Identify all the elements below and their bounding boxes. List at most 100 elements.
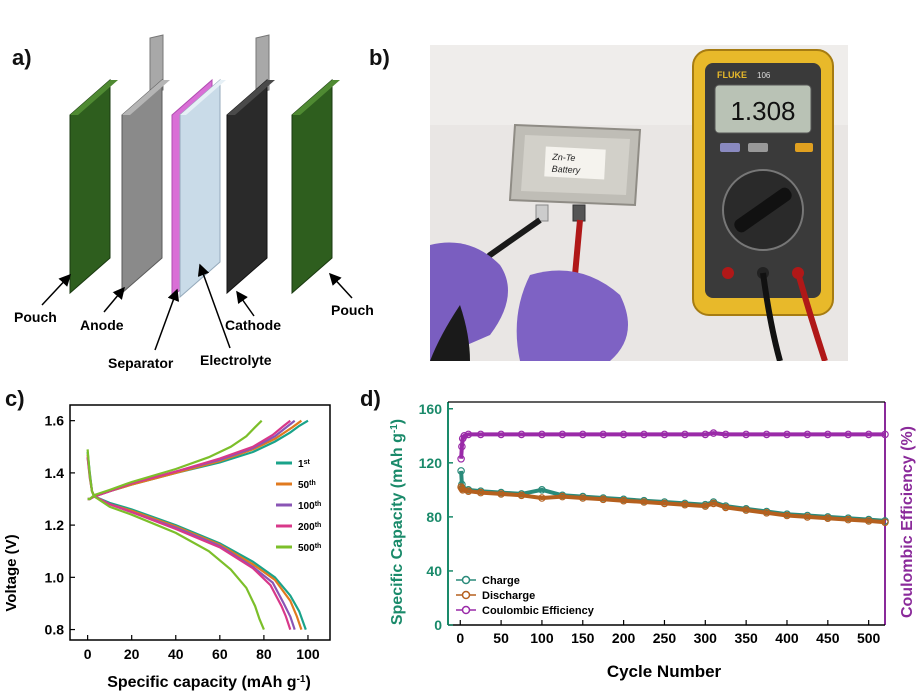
chart-d-point	[742, 506, 750, 514]
chart-d-point	[579, 494, 587, 502]
panel-label-b: b)	[369, 45, 390, 70]
chart-c-legend-label: 50th	[298, 480, 316, 492]
chart-d-y-tick-label: 40	[426, 563, 442, 579]
chart-c-y-axis-title: Voltage (V)	[3, 534, 20, 611]
chart-d-point	[538, 430, 546, 439]
chart-d-point	[640, 430, 648, 439]
chart-d-point	[558, 492, 567, 501]
chart-d-x-axis-title: Cycle Number	[607, 662, 722, 681]
chart-d-point	[701, 430, 710, 439]
chart-d-legend-marker	[461, 605, 471, 615]
chart-d-point	[823, 514, 832, 523]
chart-d-y-tick-label: 80	[426, 509, 442, 525]
chart-c-line-500-discharge	[86, 449, 265, 631]
pouch-left-layer	[69, 78, 118, 295]
chart-d-point	[464, 430, 473, 439]
chart-d-y-tick-label: 120	[419, 455, 443, 471]
chart-c-x-axis-title: Specific capacity (mAh g-1)	[107, 674, 311, 692]
chart-d-point	[823, 430, 832, 439]
battery-label-line2: Battery	[551, 164, 580, 176]
chart-c-line-1-discharge	[86, 451, 307, 630]
chart-d-right-axis-title: Coulombic Efficiency (%)	[899, 426, 916, 618]
chart-d-point	[538, 494, 546, 502]
chart-d-x-tick-label: 100	[530, 630, 554, 646]
chart-d-x-tick-label: 500	[857, 630, 881, 646]
chart-d-point	[579, 430, 587, 439]
chart-c-x-tick-label: 0	[84, 646, 92, 662]
label-pouch-left: Pouch	[14, 309, 57, 325]
chart-d-point	[783, 430, 791, 439]
arrow-anode	[103, 286, 125, 313]
chart-d-legend-label: Charge	[482, 575, 520, 587]
panel-label-d: d)	[360, 386, 381, 411]
chart-c-line-100-discharge	[86, 457, 296, 630]
chart-d-point	[558, 430, 567, 439]
chart-d-point	[864, 430, 873, 439]
chart-d-x-tick-label: 450	[816, 630, 840, 646]
chart-c-legend-label: 200th	[298, 522, 321, 534]
chart-d-point	[783, 511, 791, 520]
label-pouch-right: Pouch	[331, 302, 374, 318]
chart-d-x-tick-label: 250	[653, 630, 677, 646]
chart-d-point	[497, 490, 505, 498]
chart-c-x-tick-label: 20	[124, 646, 140, 662]
chart-d-y-tick-label: 0	[434, 617, 442, 633]
chart-d-point	[709, 429, 718, 437]
chart-c-legend-label: 100th	[298, 501, 321, 513]
chart-d-point	[599, 430, 608, 439]
arrow-electrolyte	[197, 263, 231, 349]
chart-c-line-500-charge	[87, 419, 263, 501]
panel-label-a: a)	[12, 45, 32, 70]
label-separator: Separator	[108, 355, 174, 371]
chart-d-point	[681, 430, 689, 439]
chart-d-point	[457, 455, 465, 463]
chart-d-point	[881, 518, 889, 527]
pouch-battery: Zn-Te Battery	[508, 123, 642, 222]
chart-c-legend-label: 500th	[298, 543, 321, 555]
chart-d-point	[881, 430, 889, 439]
chart-d-legend-label: Discharge	[482, 590, 535, 602]
chart-d-point	[742, 430, 750, 439]
chart-d-x-tick-label: 350	[734, 630, 758, 646]
chart-d-x-tick-label: 50	[493, 630, 509, 646]
chart-d-y-tick-label: 160	[419, 401, 443, 417]
chart-d-legend-marker	[461, 590, 471, 600]
chart-d-point	[803, 430, 812, 439]
chart-d-point	[762, 430, 771, 439]
pouch-right-layer	[291, 78, 340, 295]
arrow-pouch-left	[41, 273, 72, 306]
chart-c-line-200-discharge	[86, 457, 292, 630]
chart-c-y-tick-label: 1.2	[45, 517, 65, 533]
anode-layer	[121, 34, 170, 295]
chart-d-point	[599, 495, 608, 504]
chart-d-point	[864, 517, 873, 525]
pouch-cell-diagram: Pouch Anode Separator Electrolyte Cathod…	[14, 34, 374, 371]
chart-c-x-tick-label: 60	[212, 646, 228, 662]
chart-d-point	[803, 513, 812, 521]
chart-c-voltage-capacity: 0 20 40 60 80 100 0.8 1.0 1.2 1.4 1.6 1st 50th 100th…	[3, 404, 331, 692]
chart-c-y-tick-label: 1.4	[45, 465, 65, 481]
chart-c-x-tick-label: 80	[256, 646, 272, 662]
chart-d-point	[709, 499, 718, 508]
chart-c-x-tick-label: 40	[168, 646, 184, 662]
multimeter: FLUKE 106 1.308	[692, 49, 834, 316]
meter-model: 106	[757, 71, 771, 80]
chart-d-x-tick-label: 150	[571, 630, 595, 646]
chart-c-x-tick-label: 100	[296, 646, 320, 662]
chart-d-point	[721, 503, 730, 512]
chart-d-legend-label: Coulombic Efficiency	[482, 605, 595, 617]
chart-d-legend-marker	[461, 575, 471, 585]
chart-d-point	[762, 509, 771, 517]
chart-d-point	[458, 442, 466, 451]
chart-d-point	[497, 430, 505, 439]
battery-voltage-photo: Zn-Te Battery FLUKE 106 1.308	[430, 45, 848, 361]
label-electrolyte: Electrolyte	[200, 352, 272, 368]
chart-c-y-tick-label: 0.8	[45, 622, 65, 638]
chart-c-y-tick-label: 1.0	[45, 569, 65, 585]
chart-d-point	[464, 487, 473, 496]
arrow-cathode	[236, 290, 255, 317]
label-cathode: Cathode	[225, 317, 281, 333]
electrolyte-layer	[179, 78, 226, 299]
chart-d-point	[619, 430, 628, 439]
battery-label-line1: Zn-Te	[551, 152, 576, 163]
